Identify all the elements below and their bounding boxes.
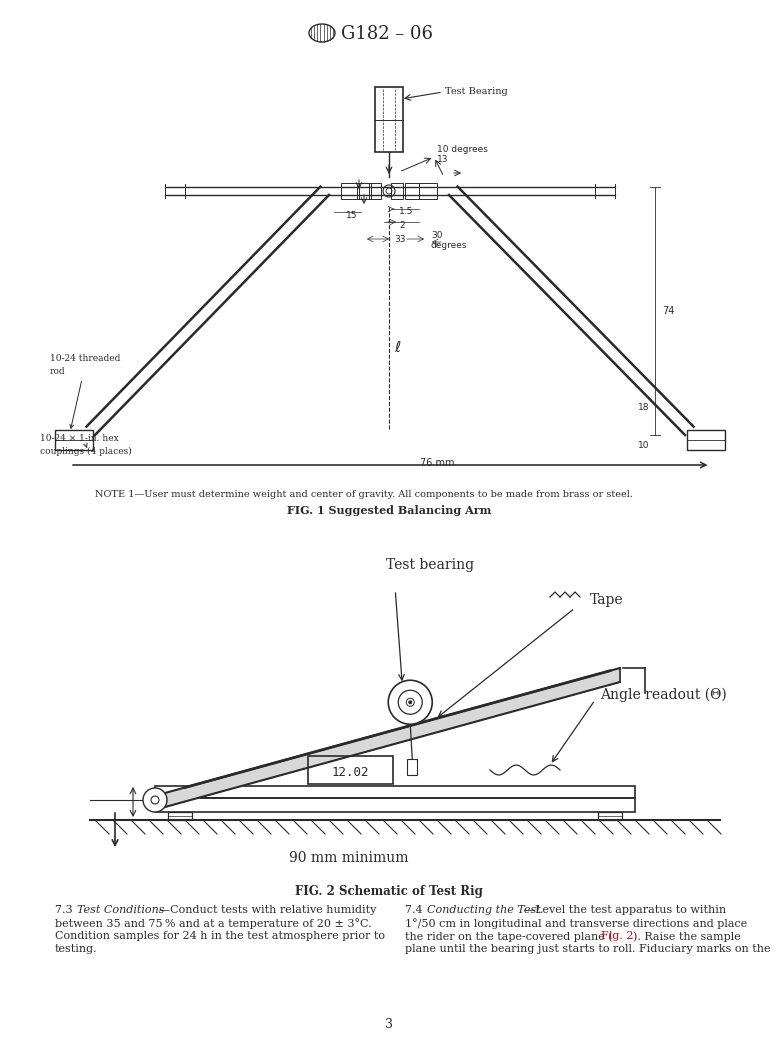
Text: 10 degrees: 10 degrees <box>437 145 488 153</box>
Text: the rider on the tape-covered plane (: the rider on the tape-covered plane ( <box>405 931 612 941</box>
Bar <box>357 183 371 199</box>
Text: —Level the test apparatus to within: —Level the test apparatus to within <box>524 905 726 915</box>
Circle shape <box>408 701 412 705</box>
Bar <box>407 759 417 776</box>
Text: ℓ: ℓ <box>394 340 400 355</box>
Text: Fig. 2: Fig. 2 <box>601 931 633 941</box>
Bar <box>341 183 359 199</box>
Text: —Conduct tests with relative humidity: —Conduct tests with relative humidity <box>159 905 377 915</box>
Text: G182 – 06: G182 – 06 <box>341 25 433 43</box>
Text: Tape: Tape <box>590 593 624 607</box>
Circle shape <box>143 788 167 812</box>
Text: 13: 13 <box>437 154 448 163</box>
Text: Test Conditions: Test Conditions <box>77 905 164 915</box>
Text: 1°/50 cm in longitudinal and transverse directions and place: 1°/50 cm in longitudinal and transverse … <box>405 918 747 929</box>
Text: 76 mm: 76 mm <box>420 458 454 468</box>
Text: 90 mm minimum: 90 mm minimum <box>289 850 408 865</box>
Bar <box>155 786 635 798</box>
Text: 10: 10 <box>638 440 650 450</box>
Bar <box>369 183 381 199</box>
Bar <box>375 87 403 152</box>
Text: 10-24 threaded
rod: 10-24 threaded rod <box>50 354 121 428</box>
Text: 1.5: 1.5 <box>399 207 413 217</box>
Text: 15: 15 <box>346 210 358 220</box>
Text: 18: 18 <box>638 403 650 411</box>
Polygon shape <box>165 668 620 807</box>
Text: degrees: degrees <box>431 240 468 250</box>
Bar <box>419 183 437 199</box>
Circle shape <box>388 680 433 725</box>
Text: Angle readout (Θ): Angle readout (Θ) <box>600 688 727 703</box>
Text: testing.: testing. <box>55 944 97 954</box>
Text: ). Raise the sample: ). Raise the sample <box>633 931 741 941</box>
Text: 7.4: 7.4 <box>405 905 426 915</box>
Text: 2: 2 <box>399 221 405 229</box>
Text: 7.3: 7.3 <box>55 905 76 915</box>
Text: Conducting the Test: Conducting the Test <box>427 905 541 915</box>
Text: FIG. 1 Suggested Balancing Arm: FIG. 1 Suggested Balancing Arm <box>287 505 491 516</box>
Bar <box>405 183 419 199</box>
Text: 3: 3 <box>385 1018 393 1032</box>
Text: 30: 30 <box>431 230 443 239</box>
Bar <box>598 812 622 820</box>
Text: Test Bearing: Test Bearing <box>445 86 508 96</box>
Text: FIG. 2 Schematic of Test Rig: FIG. 2 Schematic of Test Rig <box>295 885 483 898</box>
Bar <box>308 756 393 784</box>
Text: 74: 74 <box>662 306 675 316</box>
Bar <box>168 812 192 820</box>
Bar <box>391 183 403 199</box>
Text: Test bearing: Test bearing <box>386 558 474 572</box>
Text: NOTE 1—User must determine weight and center of gravity. All components to be ma: NOTE 1—User must determine weight and ce… <box>95 490 633 499</box>
Text: 10-24 × 1-in. hex
couplings (4 places): 10-24 × 1-in. hex couplings (4 places) <box>40 434 131 456</box>
Text: Condition samples for 24 h in the test atmosphere prior to: Condition samples for 24 h in the test a… <box>55 931 385 941</box>
Text: plane until the bearing just starts to roll. Fiduciary marks on the: plane until the bearing just starts to r… <box>405 944 770 954</box>
Text: 33: 33 <box>394 234 405 244</box>
Text: 12.02: 12.02 <box>331 765 369 779</box>
Bar <box>155 798 635 812</box>
Text: between 35 and 75 % and at a temperature of 20 ± 3°C.: between 35 and 75 % and at a temperature… <box>55 918 372 929</box>
